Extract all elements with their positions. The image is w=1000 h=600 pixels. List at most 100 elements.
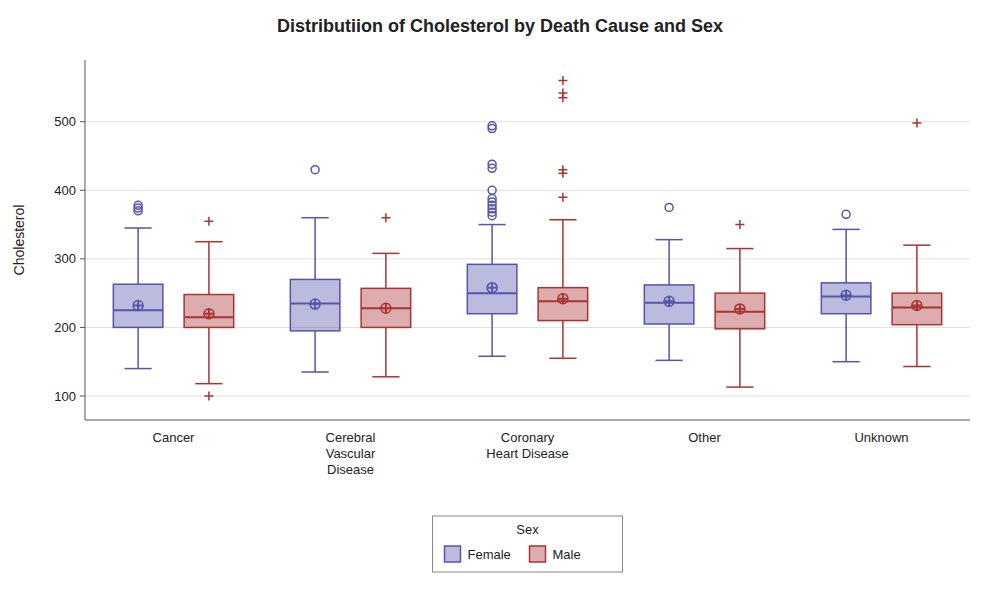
flier <box>558 193 567 202</box>
flier <box>488 122 496 130</box>
y-axis-line <box>85 60 86 420</box>
cap-high <box>124 227 151 229</box>
cap-high <box>903 244 930 246</box>
whisker-low <box>491 314 493 357</box>
mean-plus <box>487 283 497 293</box>
cap-high <box>301 217 328 219</box>
whisker-high <box>845 229 847 282</box>
y-tick-label: 500 <box>54 114 76 129</box>
y-tick <box>80 327 85 328</box>
flier <box>204 217 213 226</box>
cap-high <box>478 224 505 226</box>
marks <box>113 76 941 400</box>
grid-line <box>85 258 970 259</box>
mean-circle <box>133 300 143 310</box>
legend-frame <box>433 516 623 572</box>
chart-container: Distributiion of Cholesterol by Death Ca… <box>0 0 1000 600</box>
cap-low <box>124 368 151 370</box>
box <box>113 201 163 368</box>
flier <box>488 160 496 168</box>
whisker-high <box>668 240 670 285</box>
box <box>184 217 234 401</box>
mean-plus <box>381 303 391 313</box>
box-body <box>290 279 340 330</box>
box <box>467 122 517 356</box>
box <box>715 220 765 387</box>
box-body <box>644 285 694 324</box>
box-body <box>715 293 765 329</box>
mean-circle <box>310 299 320 309</box>
box <box>290 166 340 372</box>
cap-low <box>903 366 930 368</box>
whisker-low <box>314 331 316 372</box>
flier <box>204 392 213 401</box>
x-tick-label-line: Coronary <box>501 430 555 445</box>
mean-circle <box>841 290 851 300</box>
grid-line <box>85 121 970 122</box>
whisker-low <box>739 329 741 387</box>
whisker-low <box>137 327 139 368</box>
y-tick-label: 100 <box>54 389 76 404</box>
flier <box>558 88 567 97</box>
flier <box>381 213 390 222</box>
flier <box>488 195 496 203</box>
mean-plus <box>204 309 214 319</box>
mean-plus <box>664 296 674 306</box>
cap-high <box>549 219 576 221</box>
x-tick-label-line: Other <box>688 430 721 445</box>
legend-swatch <box>445 546 461 562</box>
whisker-high <box>491 225 493 265</box>
whisker-low <box>208 327 210 383</box>
mean-plus <box>133 300 143 310</box>
box <box>821 210 871 361</box>
cap-high <box>726 248 753 250</box>
whisker-low <box>668 324 670 360</box>
box-body <box>821 283 871 314</box>
whisker-high <box>137 228 139 284</box>
x-tick-label-line: Heart Disease <box>486 446 568 461</box>
grid <box>85 122 970 396</box>
grid-line <box>85 396 970 397</box>
cap-low <box>372 376 399 378</box>
whisker-high <box>385 253 387 288</box>
cap-low <box>655 360 682 362</box>
box-body <box>184 295 234 328</box>
x-tick-label-line: Cerebral <box>326 430 376 445</box>
mean-circle <box>912 300 922 310</box>
flier <box>558 165 567 174</box>
flier <box>134 201 142 209</box>
x-tick-label-line: Cancer <box>153 430 196 445</box>
box-body <box>361 288 411 327</box>
box-body <box>467 264 517 313</box>
mean-circle <box>204 309 214 319</box>
whisker-low <box>845 314 847 362</box>
box <box>538 76 588 358</box>
y-tick <box>80 121 85 122</box>
mean-circle <box>664 296 674 306</box>
x-tick-label: Cancer <box>153 430 196 445</box>
x-tick-label: CerebralVascularDisease <box>326 430 376 477</box>
flier <box>735 220 744 229</box>
whisker-high <box>916 245 918 293</box>
mean-plus <box>558 294 568 304</box>
cap-low <box>832 361 859 363</box>
flier <box>912 119 921 128</box>
whisker-low <box>562 321 564 359</box>
y-tick <box>80 396 85 397</box>
x-tick-label: Unknown <box>854 430 908 445</box>
y-axis-label: Cholesterol <box>11 205 27 276</box>
x-tick-label-line: Unknown <box>854 430 908 445</box>
y-tick <box>80 190 85 191</box>
x-axis-line <box>85 420 970 421</box>
y-tick-label: 400 <box>54 183 76 198</box>
cap-high <box>655 239 682 241</box>
series-0 <box>113 122 871 372</box>
legend-label: Female <box>468 547 511 562</box>
flier <box>842 210 850 218</box>
y-tick-label: 200 <box>54 320 76 335</box>
mean-plus <box>735 304 745 314</box>
mean-plus <box>310 299 320 309</box>
cap-low <box>301 371 328 373</box>
x-tick-label-line: Vascular <box>326 446 376 461</box>
legend-title: Sex <box>516 522 539 537</box>
